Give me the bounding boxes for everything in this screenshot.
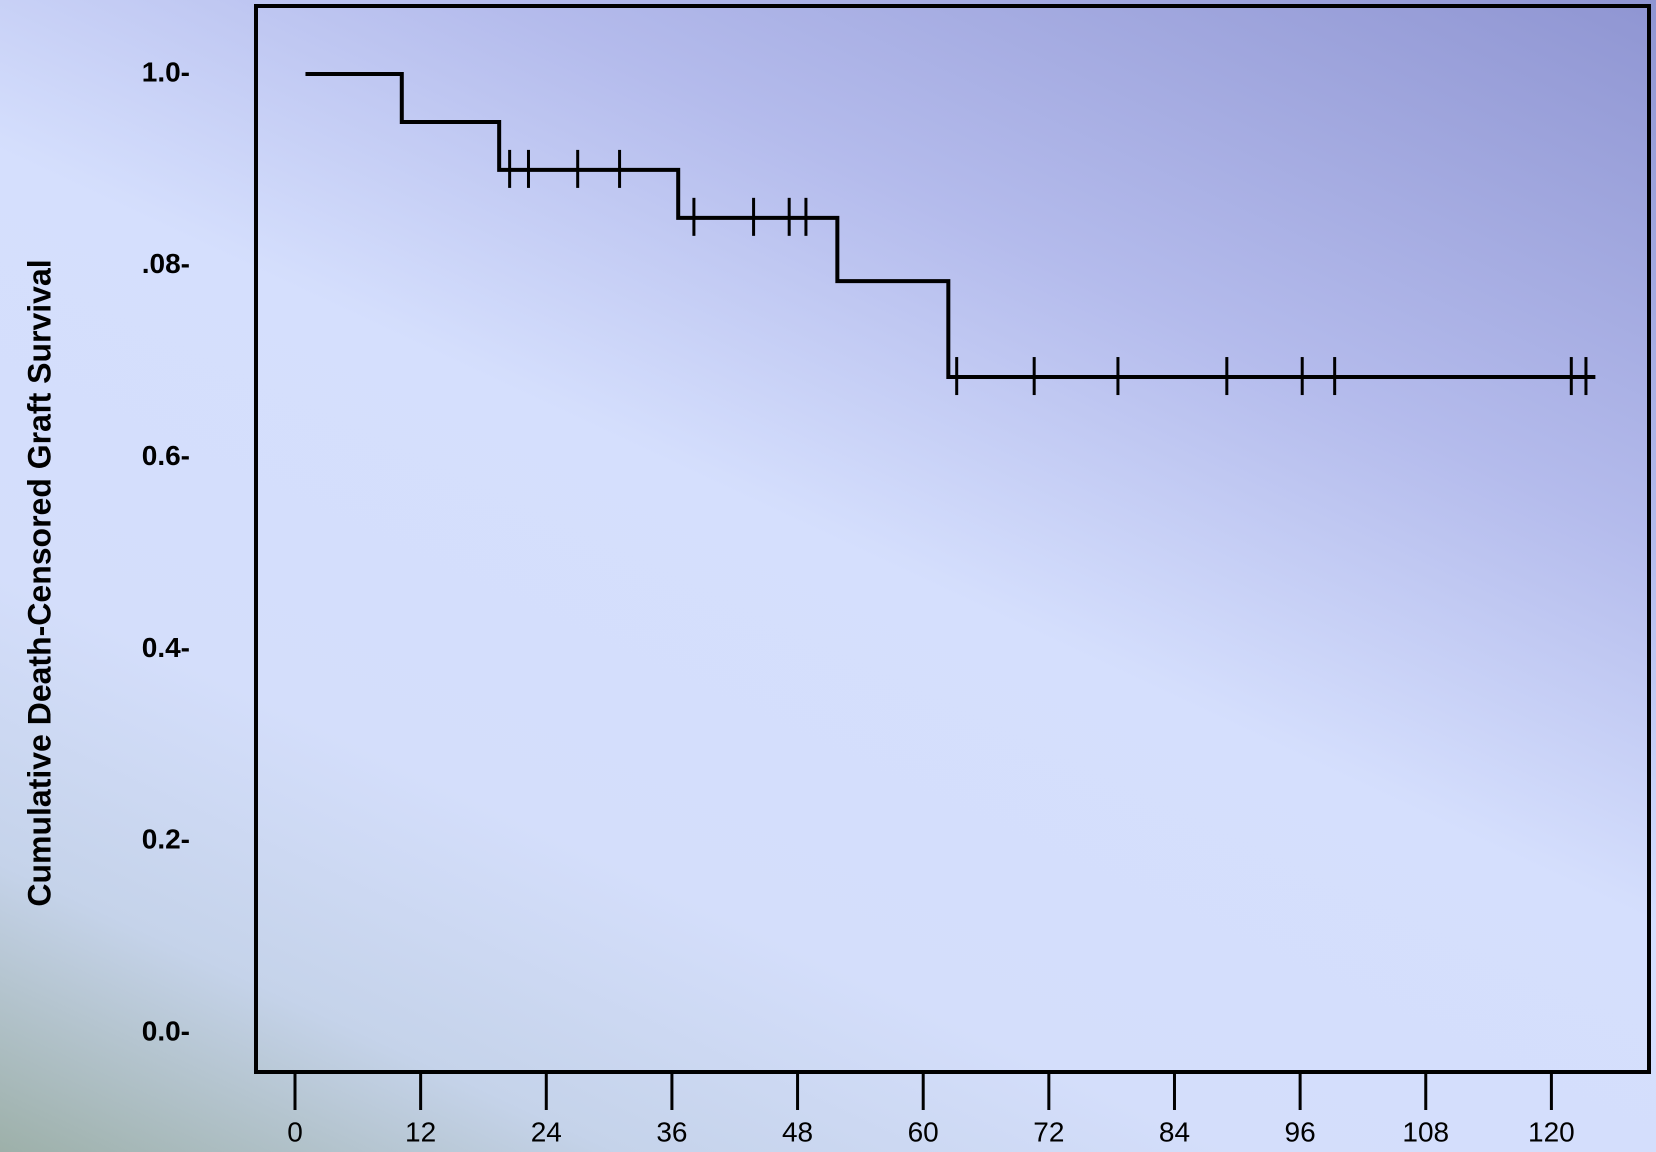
y-tick-label: 0.0- xyxy=(142,1015,190,1046)
y-tick-label: 0.6- xyxy=(142,440,190,471)
x-tick-label: 12 xyxy=(405,1116,436,1147)
x-tick-label: 48 xyxy=(782,1116,813,1147)
x-tick-label: 120 xyxy=(1528,1116,1575,1147)
y-axis-label: Cumulative Death-Censored Graft Survival xyxy=(21,259,57,906)
x-tick-label: 96 xyxy=(1285,1116,1316,1147)
y-tick-label: 0.2- xyxy=(142,824,190,855)
x-tick-label: 60 xyxy=(908,1116,939,1147)
x-tick-label: 72 xyxy=(1033,1116,1064,1147)
survival-curve xyxy=(305,72,1596,380)
x-tick-label: 24 xyxy=(531,1116,562,1147)
x-tick-label: 0 xyxy=(287,1116,303,1147)
plot-frame xyxy=(254,4,1651,1074)
y-tick-label: 1.0- xyxy=(142,56,190,87)
y-tick-label: 0.4- xyxy=(142,632,190,663)
x-tick-label: 84 xyxy=(1159,1116,1190,1147)
x-tick-label: 108 xyxy=(1402,1116,1449,1147)
y-tick-label: .08- xyxy=(142,248,190,279)
x-tick-label: 36 xyxy=(656,1116,687,1147)
